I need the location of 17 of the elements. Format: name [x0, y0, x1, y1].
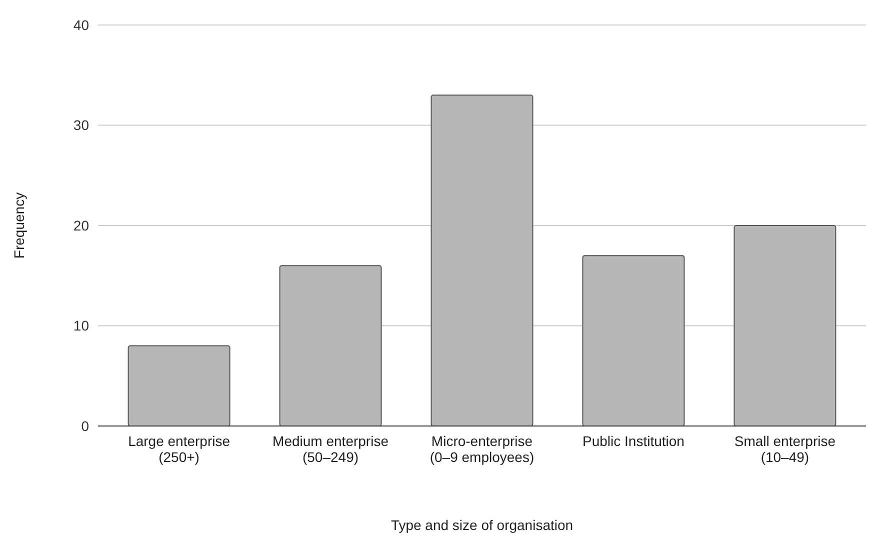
x-axis-title: Type and size of organisation [390, 517, 574, 533]
x-tick-label: Public Institution [582, 433, 684, 449]
bar [582, 255, 685, 426]
x-tick-label: Medium enterprise (50–249) [272, 433, 389, 465]
y-tick-label: 0 [81, 418, 90, 434]
y-tick-label: 20 [73, 217, 90, 234]
y-tick-label: 30 [73, 117, 90, 134]
y-tick-label: 40 [73, 16, 90, 33]
bar [128, 345, 230, 426]
x-tick-label: Micro-enterprise (0–9 employees) [430, 433, 534, 465]
y-tick-label: 10 [73, 318, 90, 334]
y-axis-title: Frequency [11, 192, 27, 259]
x-tick-label: Large enterprise (250+) [128, 433, 230, 465]
bar [279, 265, 382, 426]
bar [430, 94, 534, 426]
bar [734, 225, 836, 426]
x-tick-label: Small enterprise (10–49) [734, 433, 836, 465]
